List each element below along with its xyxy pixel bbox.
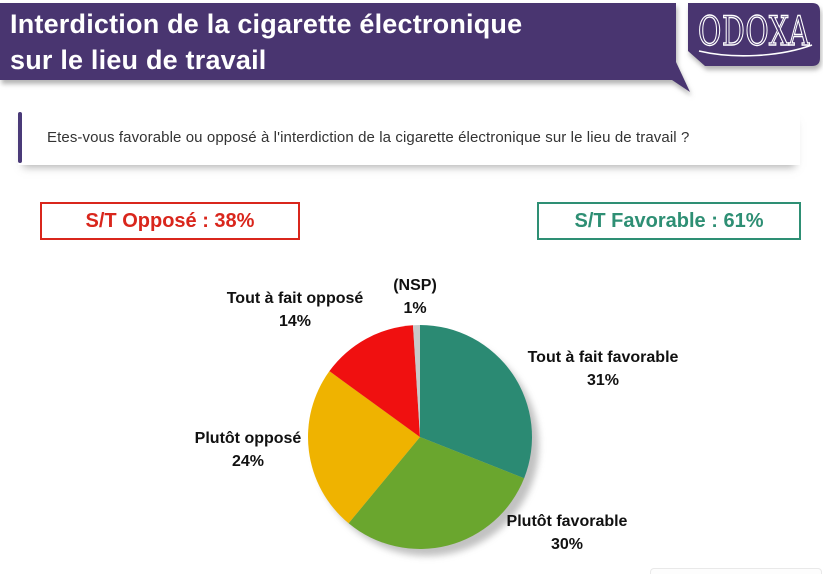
pie-label-tout-a-fait-favorable: Tout à fait favorable 31%	[528, 346, 679, 392]
pie-label-plutot-oppose: Plutôt opposé 24%	[195, 427, 302, 473]
svg-text:ODOXA: ODOXA	[698, 9, 810, 55]
pie-label-text: Tout à fait opposé	[226, 290, 364, 307]
footer-fragment	[650, 568, 822, 574]
pie-slice-(NSP)	[412, 325, 420, 437]
pie-slice-Plutôt opposé	[308, 371, 420, 524]
pie-label-text: Tout à fait favorable	[527, 349, 679, 366]
pie-label-value: 30%	[550, 536, 584, 553]
pie-label-value: 24%	[231, 453, 265, 470]
subtotal-favorable-label: S/T Favorable : 61%	[574, 209, 764, 232]
subtotal-favorable-box: S/T Favorable : 61%	[537, 202, 801, 240]
logo-plate	[688, 3, 820, 66]
pie-slice-Tout à fait opposé	[329, 325, 420, 437]
subtotal-opposed-box: S/T Opposé : 38%	[40, 202, 300, 240]
pie-slice-Plutôt favorable	[348, 437, 525, 549]
page-title-line1: Interdiction de la cigarette électroniqu…	[10, 9, 523, 39]
header-banner: ODOXA	[0, 3, 820, 92]
pie-slices-group	[308, 325, 532, 549]
pie-label-plutot-favorable: Plutôt favorable 30%	[507, 510, 628, 556]
pie-label-text: (NSP)	[393, 277, 437, 294]
pie-label-tout-a-fait-oppose: Tout à fait opposé 14%	[227, 287, 364, 333]
question-text: Etes-vous favorable ou opposé à l'interd…	[47, 129, 690, 146]
pie-label-nsp: (NSP) 1%	[393, 274, 437, 320]
subtotal-opposed-label: S/T Opposé : 38%	[85, 209, 255, 232]
question-card: Etes-vous favorable ou opposé à l'interd…	[18, 110, 800, 165]
page-title-line2: sur le lieu de travail	[10, 45, 267, 75]
question-accent-bar	[18, 112, 22, 163]
pie-label-value: 14%	[278, 313, 312, 330]
pie-label-value: 31%	[586, 372, 620, 389]
pie-label-text: Plutôt favorable	[506, 513, 628, 530]
page-title: Interdiction de la cigarette électroniqu…	[10, 6, 660, 78]
header-banner-shape	[0, 3, 690, 92]
pie-label-value: 1%	[403, 300, 427, 317]
pie-label-text: Plutôt opposé	[194, 430, 302, 447]
odoxa-logo-icon: ODOXA	[697, 8, 813, 57]
pie-slice-Tout à fait favorable	[420, 325, 532, 479]
